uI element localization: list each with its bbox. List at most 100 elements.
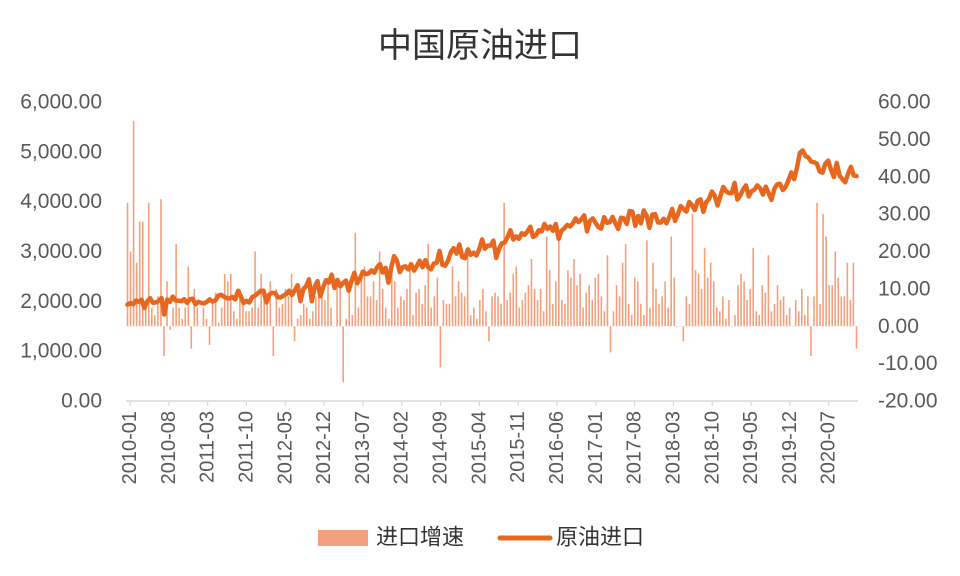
bar-growth (791, 326, 794, 327)
x-tick-label: 2013-07 (352, 411, 374, 484)
bar-growth (445, 303, 448, 327)
bar-growth (825, 236, 827, 327)
bar-growth (129, 251, 132, 327)
bar-growth (582, 307, 584, 327)
x-tick-label: 2020-07 (818, 411, 840, 484)
bar-growth (479, 300, 481, 327)
bar-growth (530, 258, 533, 327)
bar-growth (624, 244, 627, 327)
y-right-tick-label: 60.00 (878, 91, 931, 114)
bar-growth (436, 277, 439, 327)
bar-growth (318, 281, 320, 327)
bar-growth (633, 277, 636, 327)
bar-growth (764, 292, 767, 327)
bar-growth (679, 326, 682, 327)
bar-growth (409, 262, 411, 327)
bar-growth (196, 307, 199, 327)
bar-growth (141, 221, 144, 327)
bar-growth (715, 307, 718, 327)
bar-growth (147, 202, 150, 327)
bar-growth (424, 285, 426, 327)
bar-growth (600, 296, 603, 327)
bar-growth (630, 315, 633, 327)
legend-swatch-growth (318, 530, 368, 546)
bar-growth (257, 307, 259, 327)
bar-growth (469, 315, 472, 327)
bar-growth (390, 270, 393, 327)
bar-growth (135, 262, 138, 327)
bar-growth (290, 273, 293, 327)
bar-growth (588, 285, 590, 327)
bar-growth (360, 270, 363, 327)
bar-growth (719, 311, 721, 327)
bar-growth (430, 307, 433, 327)
bar-growth (254, 251, 256, 327)
bar-growth (661, 296, 663, 327)
x-tick-label: 2010-01 (119, 411, 141, 484)
bar-growth (321, 288, 323, 327)
bar-growth (506, 300, 508, 327)
bar-growth (612, 311, 615, 327)
x-tick-label: 2011-10 (235, 411, 257, 483)
bar-growth (667, 307, 669, 327)
bar-growth (664, 281, 666, 327)
x-tick-label: 2017-01 (585, 411, 607, 484)
bar-growth (782, 296, 785, 327)
bar-growth (132, 120, 135, 327)
bar-growth (324, 300, 326, 327)
bar-growth (694, 270, 697, 327)
legend: 进口增速 原油进口 (318, 526, 644, 551)
bar-growth (175, 244, 177, 327)
bar-growth (509, 292, 512, 327)
bar-growth (154, 315, 156, 327)
bar-growth (576, 285, 578, 327)
bar-growth (406, 288, 408, 327)
bar-growth (767, 255, 770, 327)
bar-growth (573, 258, 575, 327)
bar-growth (761, 285, 764, 327)
bar-growth (208, 326, 211, 345)
bar-growth (263, 292, 265, 327)
bar-growth (855, 326, 858, 349)
legend-label-imports: 原油进口 (556, 526, 644, 551)
bar-growth (797, 311, 800, 327)
bar-growth (163, 326, 165, 357)
bar-growth (299, 315, 302, 327)
bar-growth (542, 311, 545, 327)
y-left-tick-label: 1,000.00 (20, 340, 102, 363)
bar-growth (439, 326, 442, 368)
bar-growth (144, 303, 147, 327)
bar-growth (700, 288, 703, 327)
bar-growth (618, 296, 621, 327)
bar-growth (375, 300, 378, 327)
bar-growth (236, 318, 238, 327)
bar-growth (676, 326, 679, 327)
bar-growth (743, 281, 745, 327)
bar-growth (269, 281, 272, 327)
bar-growth (278, 307, 281, 327)
bar-growth (527, 285, 530, 327)
bar-growth (357, 307, 360, 327)
bar-growth (497, 296, 499, 327)
bar-growth (554, 281, 557, 327)
bar-growth (697, 273, 700, 327)
bar-growth (463, 296, 466, 327)
bar-growth (779, 300, 782, 327)
bar-growth (427, 244, 430, 327)
bar-growth (794, 300, 797, 327)
bar-growth (643, 315, 645, 327)
bar-growth (688, 303, 691, 327)
bar-growth (655, 288, 657, 327)
bar-growth (685, 296, 688, 327)
legend-label-growth: 进口增速 (376, 526, 464, 551)
bar-growth (831, 285, 833, 327)
bar-growth (433, 296, 436, 327)
bar-growth (539, 288, 542, 327)
bar-growth (749, 288, 751, 327)
y-right-tick-label: 50.00 (878, 128, 931, 151)
bar-growth (308, 318, 311, 327)
bar-growth (193, 288, 196, 327)
y-right-tick-label: 20.00 (878, 240, 931, 263)
bar-growth (703, 247, 706, 327)
bar-growth (466, 251, 469, 327)
